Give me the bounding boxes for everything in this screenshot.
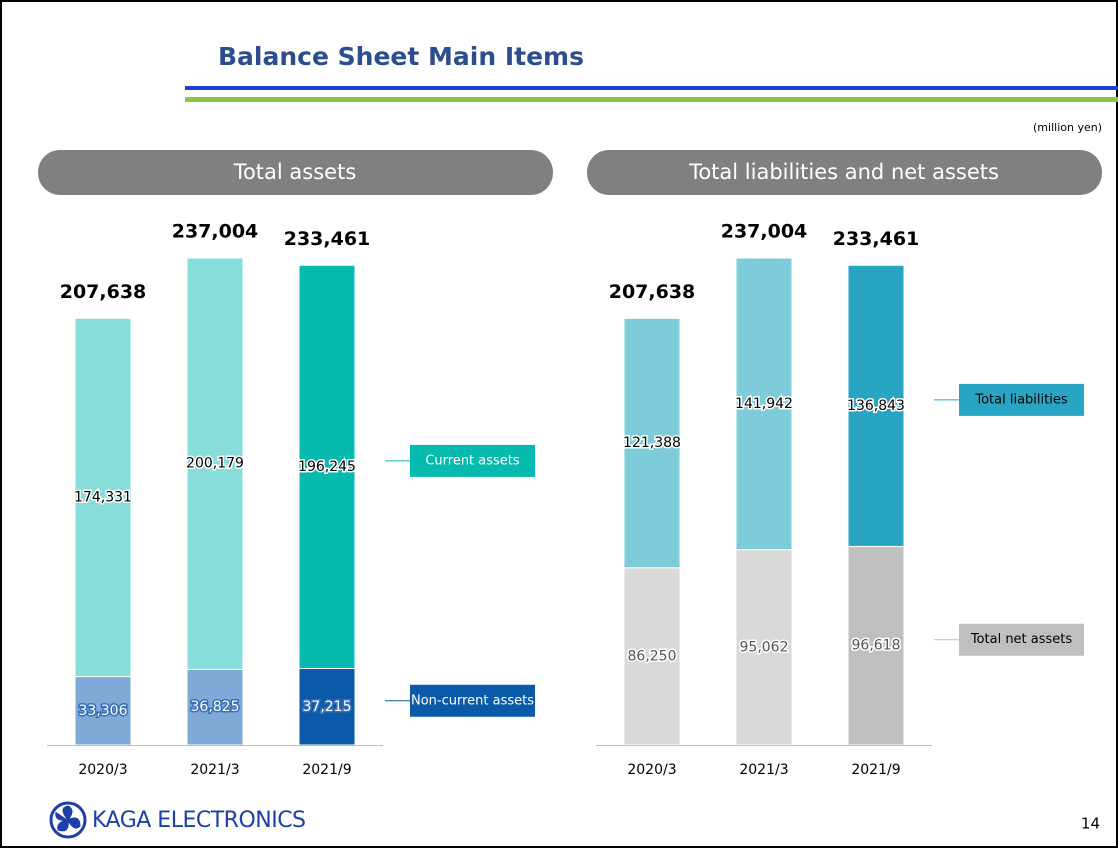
panel-title: Total liabilities and net assets (688, 160, 999, 184)
panel-header (587, 150, 1102, 195)
logo-icon (49, 801, 87, 839)
legend-box (410, 684, 535, 717)
value-label: 95,062 (740, 639, 789, 655)
rule-blue (185, 86, 1118, 90)
total-label: 233,461 (284, 228, 371, 250)
legend-box (959, 383, 1084, 416)
x-tick-label: 2021/3 (739, 762, 788, 778)
total-label: 233,461 (833, 228, 920, 250)
bar-segment (847, 545, 905, 746)
bar-segment (298, 264, 356, 670)
value-label: 86,250 (628, 648, 677, 664)
panel-header (38, 150, 553, 195)
legend-box (959, 623, 1084, 656)
x-tick-label: 2021/3 (190, 762, 239, 778)
bar-segment (623, 317, 681, 569)
bar-segment (74, 317, 132, 678)
bar-segment (735, 549, 793, 746)
value-label: 121,388 (623, 435, 681, 451)
page-number: 14 (1081, 815, 1100, 833)
unit: (million yen) (1033, 121, 1102, 134)
slide-title: Balance Sheet Main Items (218, 42, 584, 71)
value-label: 200,179 (186, 456, 244, 472)
total-label: 207,638 (60, 281, 147, 303)
logo-text: KAGA ELECTRONICS (92, 808, 306, 833)
bar-segment (74, 676, 132, 746)
legend-label: Total net assets (970, 632, 1073, 647)
value-label: 96,618 (852, 638, 901, 654)
value-label: 37,215 (303, 699, 352, 715)
value-label: 196,245 (298, 459, 356, 475)
bar-segment (186, 257, 244, 670)
legend-box (410, 444, 535, 477)
bar-segment (186, 668, 244, 746)
legend-label: Non-current assets (411, 693, 534, 708)
bar-segment (735, 257, 793, 551)
x-tick-label: 2021/9 (851, 762, 900, 778)
value-label: 33,306 (79, 703, 128, 719)
panel-title: Total assets (233, 160, 357, 184)
total-label: 237,004 (721, 221, 808, 243)
total-label: 237,004 (172, 221, 259, 243)
legend-label: Total liabilities (974, 392, 1067, 407)
legend-label: Current assets (425, 453, 520, 468)
bar-segment (847, 264, 905, 547)
value-label: 174,331 (74, 489, 132, 505)
value-label: 141,942 (735, 396, 793, 412)
value-label: 36,825 (191, 699, 240, 715)
total-label: 207,638 (609, 281, 696, 303)
x-tick-label: 2020/3 (78, 762, 127, 778)
x-tick-label: 2020/3 (627, 762, 676, 778)
x-tick-label: 2021/9 (302, 762, 351, 778)
rule-green (185, 97, 1118, 102)
bar-segment (298, 668, 356, 746)
value-label: 136,843 (847, 398, 905, 414)
